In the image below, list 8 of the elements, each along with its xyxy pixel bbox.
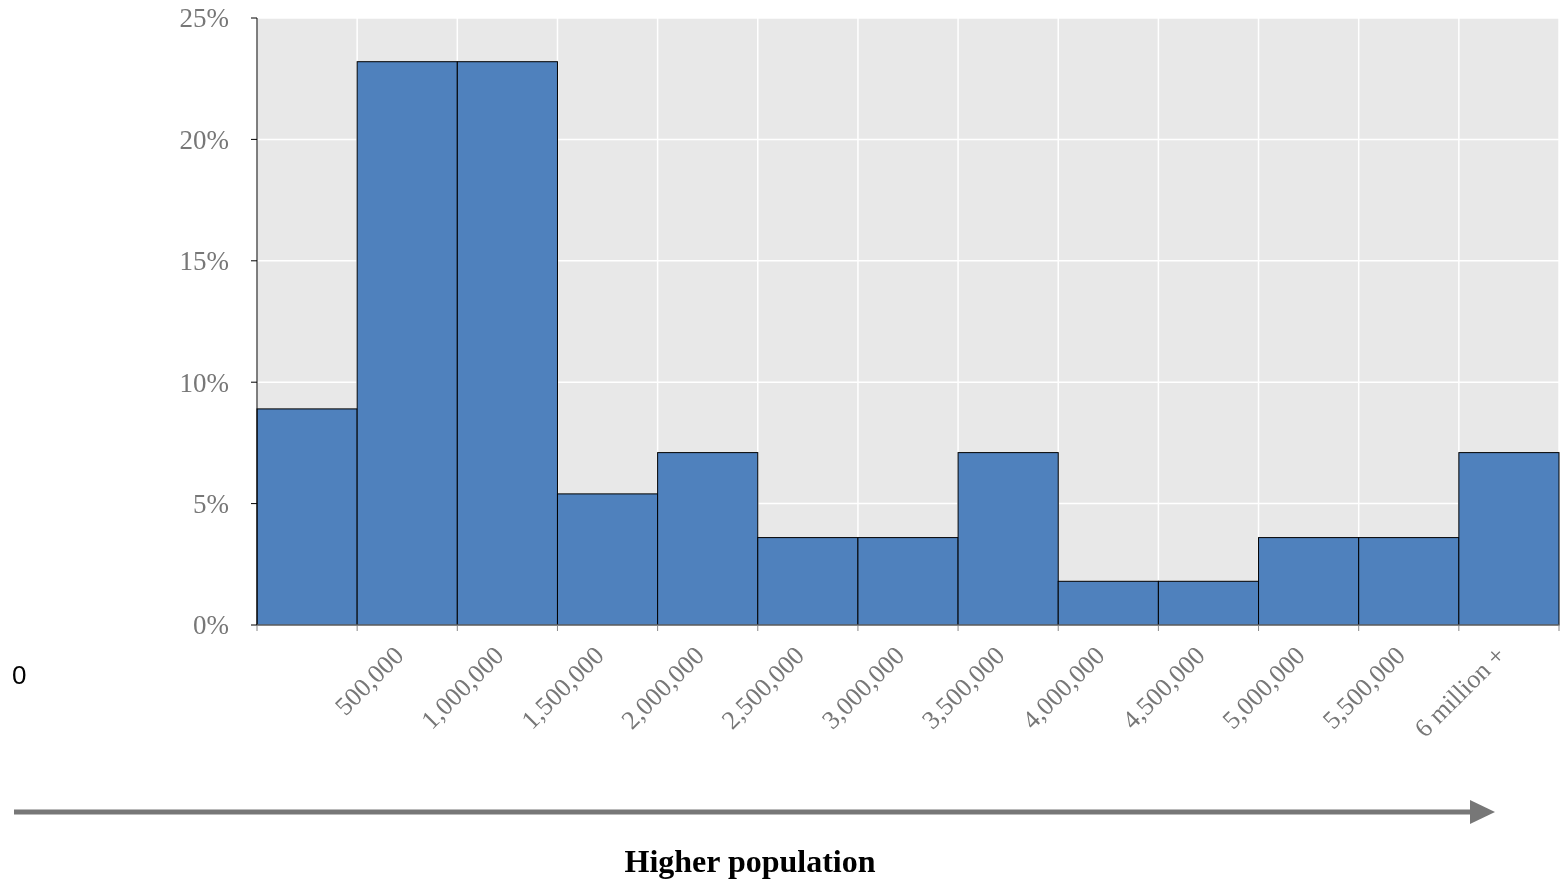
y-tick-label: 15% [179,246,229,277]
y-tick-label: 5% [193,489,229,520]
y-tick-label: 0% [193,610,229,641]
x-axis-title: Higher population [624,843,876,879]
y-tick-label: 25% [179,3,229,34]
y-tick-label: 20% [179,124,229,155]
y-tick-label: 10% [179,367,229,398]
text: 0 [12,660,27,690]
